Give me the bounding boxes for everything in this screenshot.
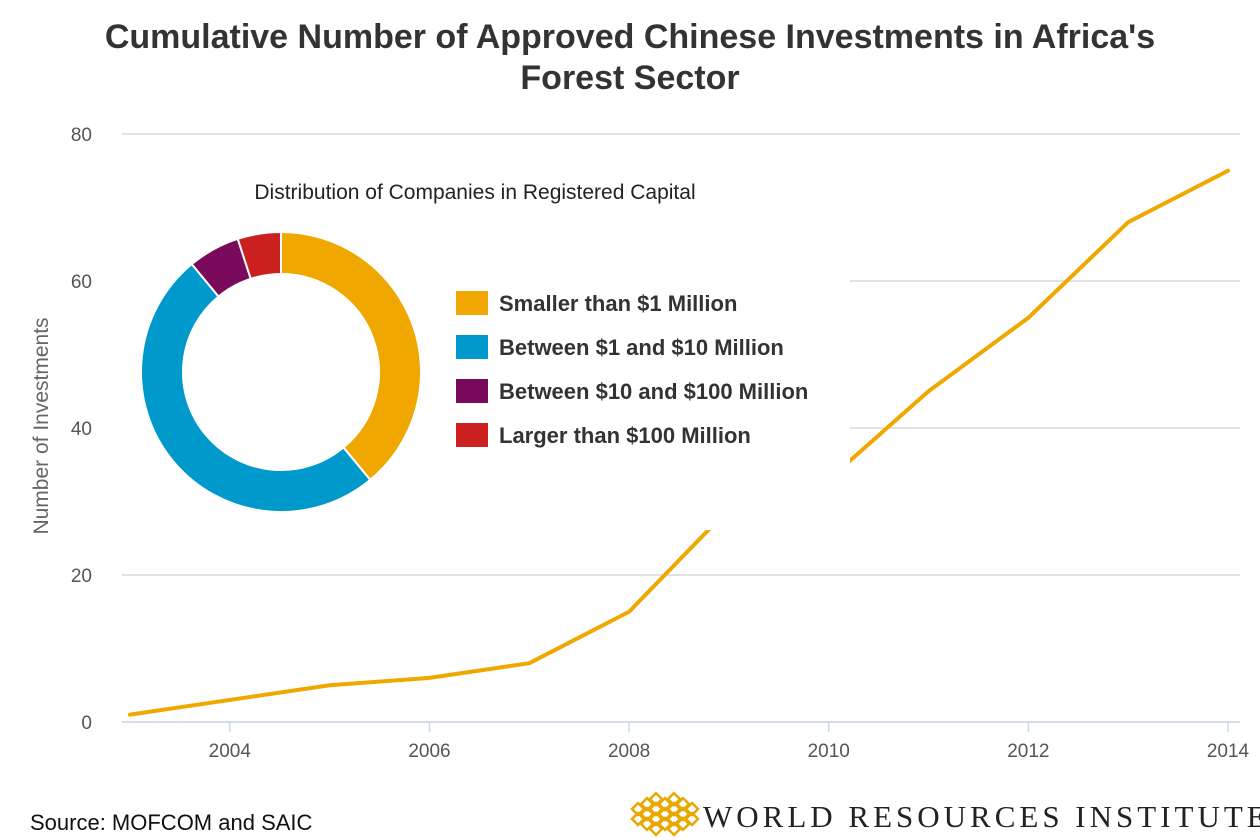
logo-text: WORLD RESOURCES INSTITUTE	[703, 799, 1260, 834]
logo-diamond	[648, 821, 664, 837]
y-axis-label: Number of Investments	[30, 317, 53, 534]
logo-diamond	[675, 806, 691, 822]
logo-diamond	[639, 796, 655, 812]
donut-slice-3	[236, 230, 282, 281]
legend-swatch-1	[456, 335, 488, 359]
logo-diamond	[657, 806, 673, 822]
x-tick-label: 2004	[209, 741, 252, 762]
x-axis-ticks: 2004 2006 2008 2010 2012 2014	[122, 721, 1250, 762]
legend-label-0: Smaller than $1 Million	[499, 291, 737, 316]
logo-diamond	[630, 811, 646, 827]
y-tick-label: 40	[71, 419, 92, 440]
logo-diamond	[630, 801, 646, 817]
logo-diamond	[666, 791, 682, 807]
logo-diamond	[657, 816, 673, 832]
logo-diamond	[666, 801, 682, 817]
wri-logo-icon	[630, 791, 700, 837]
donut-slice-1	[139, 262, 372, 514]
logo-diamond	[684, 801, 700, 817]
y-tick-label: 20	[71, 566, 92, 587]
inset-donut-panel: Distribution of Companies in Registered …	[120, 160, 850, 530]
logo-diamond	[648, 791, 664, 807]
x-tick-label: 2008	[608, 741, 650, 762]
logo-diamond	[684, 811, 700, 827]
donut-slice-0	[280, 230, 422, 482]
y-tick-label: 0	[81, 713, 92, 734]
chart-title-line-2: Forest Sector	[520, 59, 739, 97]
logo-diamond	[666, 811, 682, 827]
legend-label-1: Between $1 and $10 Million	[499, 335, 784, 360]
logo-diamond	[675, 796, 691, 812]
y-tick-label: 80	[71, 125, 92, 146]
logo-diamond	[639, 816, 655, 832]
line-series	[128, 168, 1230, 717]
legend: Smaller than $1 Million Between $1 and $1…	[456, 291, 808, 448]
y-tick-label: 60	[71, 272, 92, 293]
legend-label-2: Between $10 and $100 Million	[499, 379, 808, 404]
logo-diamond	[666, 821, 682, 837]
chart-title-line-1: Cumulative Number of Approved Chinese In…	[105, 18, 1155, 56]
inset-title: Distribution of Companies in Registered …	[254, 181, 695, 204]
logo-diamond	[639, 806, 655, 822]
logo-diamond	[675, 816, 691, 832]
logo-diamond	[648, 811, 664, 827]
legend-swatch-2	[456, 379, 488, 403]
legend-label-3: Larger than $100 Million	[499, 423, 751, 448]
logo-diamond	[657, 796, 673, 812]
x-tick-label: 2006	[408, 741, 450, 762]
legend-swatch-0	[456, 291, 488, 315]
series-line	[128, 168, 1230, 717]
x-tick-label: 2014	[1207, 741, 1250, 762]
x-tick-label: 2012	[1007, 741, 1049, 762]
source-note: Source: MOFCOM and SAIC	[30, 810, 313, 835]
x-tick-label: 2010	[808, 741, 850, 762]
legend-swatch-3	[456, 423, 488, 447]
donut-chart	[139, 230, 422, 514]
logo-diamond	[648, 801, 664, 817]
y-axis-ticks: 0 20 40 60 80	[71, 125, 92, 734]
